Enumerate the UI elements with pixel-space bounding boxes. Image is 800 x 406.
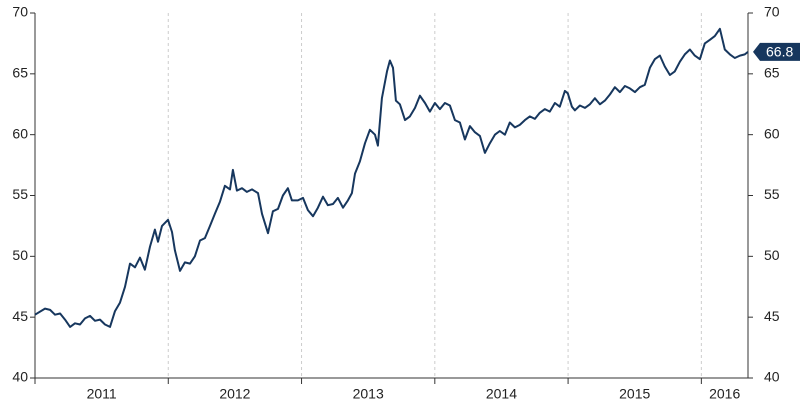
y2-tick-label: 55	[764, 186, 780, 202]
y-tick-label: 60	[12, 125, 28, 141]
x-tick-label: 2013	[353, 386, 384, 402]
y-tick-label: 45	[12, 308, 28, 324]
x-tick-label: 2014	[486, 386, 517, 402]
x-tick-label: 2016	[709, 386, 740, 402]
y2-tick-label: 65	[764, 65, 780, 81]
x-tick-label: 2012	[219, 386, 250, 402]
x-tick-label: 2015	[619, 386, 650, 402]
y2-tick-label: 45	[764, 308, 780, 324]
y-tick-label: 50	[12, 247, 28, 263]
last-value-label: 66.8	[766, 44, 793, 60]
y2-tick-label: 60	[764, 125, 780, 141]
y2-tick-label: 40	[764, 369, 780, 385]
last-value-flag	[753, 42, 800, 61]
line-series	[34, 27, 749, 328]
x-tick-label: 2011	[87, 386, 117, 402]
y2-tick-label: 70	[764, 4, 780, 20]
y-tick-label: 40	[12, 369, 28, 385]
y-tick-label: 65	[12, 65, 28, 81]
y2-tick-label: 50	[764, 247, 780, 263]
y-tick-label: 55	[12, 186, 28, 202]
y-tick-label: 70	[12, 4, 28, 20]
